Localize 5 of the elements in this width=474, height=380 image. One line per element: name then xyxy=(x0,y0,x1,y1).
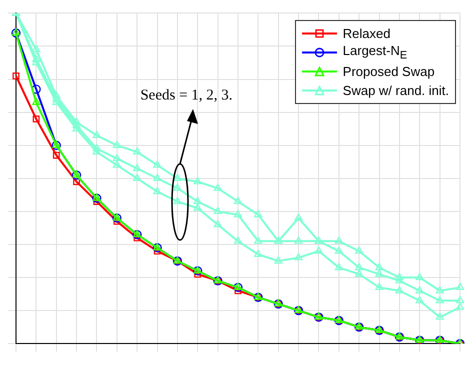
legend-label: Relaxed xyxy=(342,26,390,41)
legend-label: Swap w/ rand. init. xyxy=(342,83,449,98)
annotation: Seeds = 1, 2, 3. xyxy=(140,88,233,104)
legend-label: Proposed Swap xyxy=(342,64,435,79)
legend-label: Largest-N$_{E}$ xyxy=(342,43,408,62)
